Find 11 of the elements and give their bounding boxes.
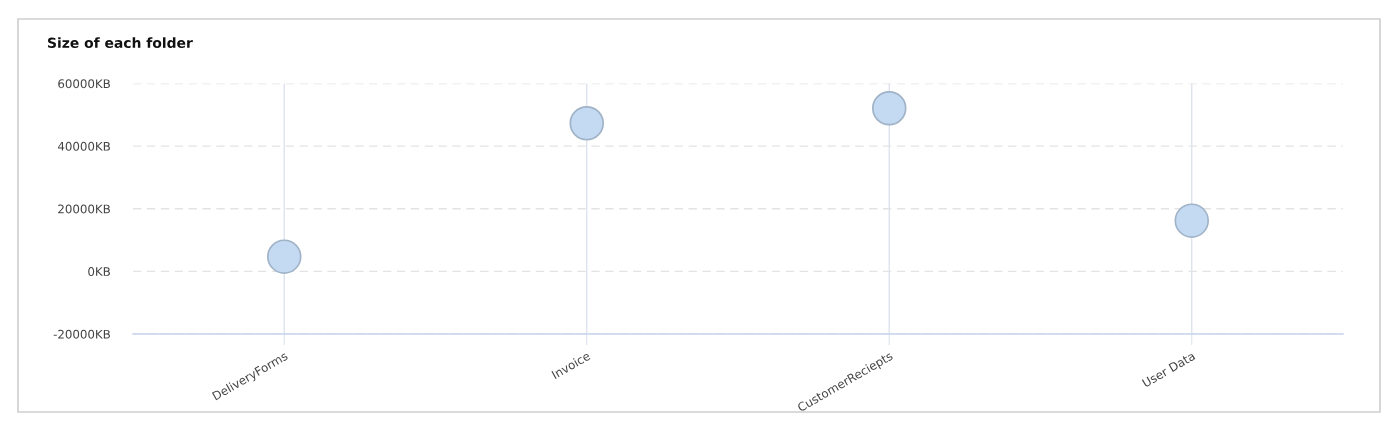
y-tick-label: 0KB xyxy=(88,267,110,277)
point xyxy=(871,90,907,126)
y-tick-label: 40000KB xyxy=(57,141,110,151)
y-tick-label: 20000KB xyxy=(58,204,110,214)
y-tick-label: 60000KB xyxy=(58,79,110,89)
x-tick-label: User Data xyxy=(1141,351,1196,388)
point xyxy=(569,105,605,141)
point xyxy=(266,239,302,274)
y-tick-label: -20000KB xyxy=(53,329,110,339)
point xyxy=(1174,203,1210,238)
chart-title: Size of each folder xyxy=(48,37,193,49)
